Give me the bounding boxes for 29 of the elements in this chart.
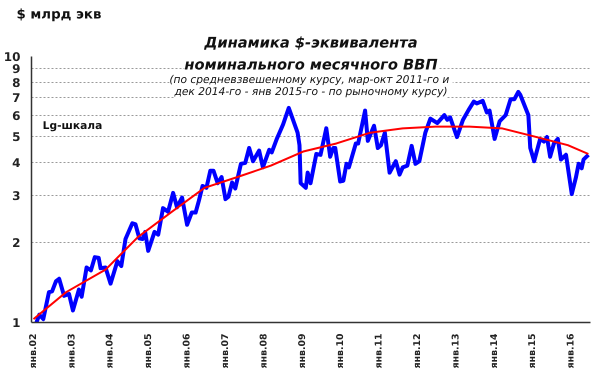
x-tick-label: янв.11 [374, 333, 385, 368]
y-tick-label: 8 [12, 76, 21, 90]
y-tick-label: 1 [12, 316, 21, 330]
chart-title: Динамика $-эквивалента номинального месячного ВВП [184, 34, 438, 74]
y-tick-label: 7 [12, 91, 21, 106]
y-tick-label: 4 [12, 156, 21, 170]
text: (по средневзвешенному курсу, мар-окт 2011-го и дек 2014-го - янв 2015-го - по рыночному курсу) [169, 72, 450, 98]
y-tick-label: 3 [12, 189, 21, 204]
x-tick-label: янв.14 [488, 332, 500, 368]
x-tick-label: янв.02 [28, 333, 39, 368]
y-tick-label: 9 [12, 62, 21, 76]
x-tick-label: янв.12 [412, 333, 423, 368]
x-tick-label: янв.05 [143, 333, 154, 368]
y-axis-title: $ млрд экв [16, 8, 102, 22]
x-tick-label: янв.13 [450, 333, 462, 368]
y-tick-label: 5 [12, 130, 21, 144]
y-tick-label: 6 [12, 109, 21, 124]
x-tick-label: янв.15 [527, 333, 538, 368]
y-tick-label: 10 [4, 50, 21, 64]
x-tick-label: янв.06 [182, 333, 193, 368]
annotation: Lg-шкала [42, 119, 102, 132]
x-tick-label: янв.07 [220, 333, 231, 368]
x-tick-label: янв.03 [66, 333, 78, 368]
x-tick-label: янв.04 [104, 332, 116, 368]
x-tick-label: янв.08 [258, 333, 270, 368]
y-tick-label: 2 [12, 236, 21, 250]
x-tick-label: янв.10 [335, 332, 346, 368]
x-tick-label: янв.09 [296, 333, 308, 368]
x-tick-label: янв.16 [566, 333, 577, 368]
